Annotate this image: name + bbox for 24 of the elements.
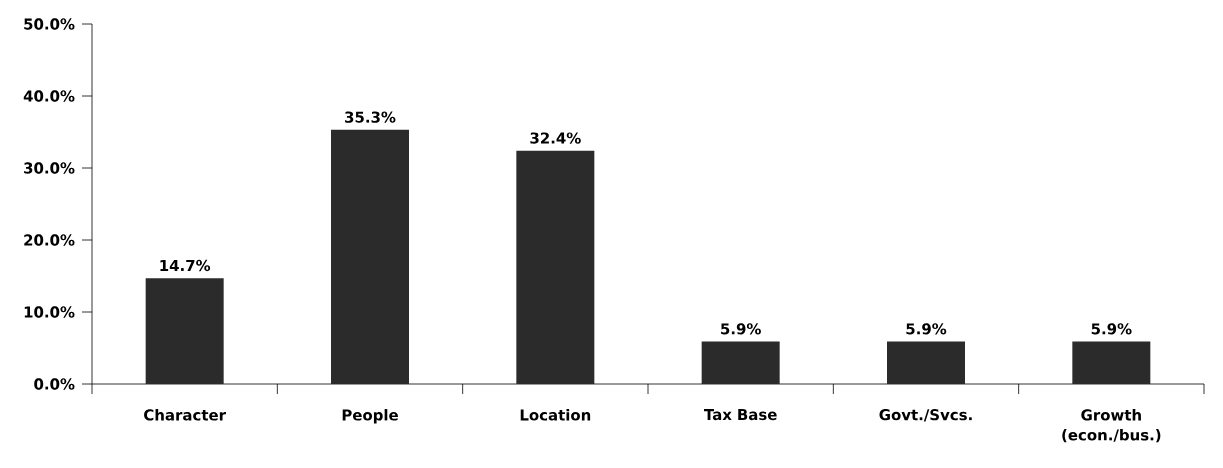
bar <box>331 129 409 384</box>
data-label: 5.9% <box>1091 323 1132 335</box>
x-tick-label: Tax Base <box>703 409 777 421</box>
x-tick-label: Location <box>520 409 591 421</box>
data-label: 5.9% <box>906 323 947 335</box>
data-label: 5.9% <box>721 323 761 335</box>
y-tick-label: 30.0% <box>24 162 75 174</box>
bar <box>887 341 965 384</box>
y-tick-label: 20.0% <box>24 234 75 246</box>
bar <box>1072 341 1151 384</box>
data-label: 32.4% <box>530 132 581 144</box>
x-tick-label: People <box>342 409 398 424</box>
y-tick-label: 50.0% <box>24 18 75 30</box>
bar <box>516 150 595 384</box>
x-tick-label: Growth (econ./bus.) <box>1062 409 1161 443</box>
bar <box>145 278 224 384</box>
x-tick-label: Govt./Svcs. <box>879 409 972 422</box>
x-tick-label: Character <box>144 409 226 421</box>
y-tick-label: 10.0% <box>24 306 75 318</box>
y-tick-label: 40.0% <box>23 90 75 102</box>
bar <box>701 341 780 384</box>
data-label: 35.3% <box>345 111 396 123</box>
y-tick-label: 0.0% <box>34 378 75 390</box>
data-label: 14.7% <box>160 259 211 272</box>
